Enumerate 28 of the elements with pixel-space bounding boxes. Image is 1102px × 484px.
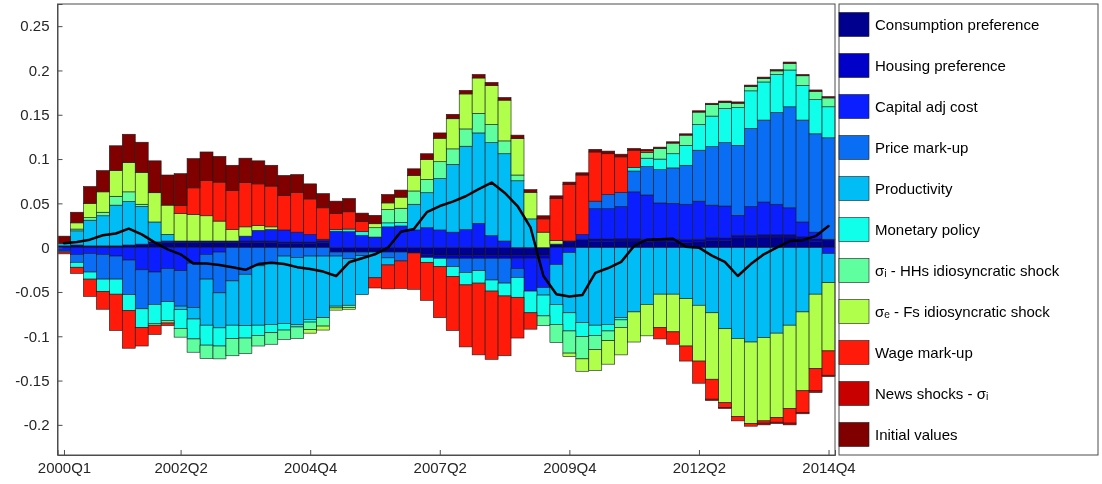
y-tick-label: 0 [41,238,50,256]
legend-label: Price mark-up [875,138,969,156]
y-tick-label: -0.1 [23,327,50,345]
legend-label: News shocks - σᵢ [875,384,989,402]
legend-label: σᵢ - HHs idiosyncratic shock [875,261,1060,279]
legend-label: Wage mark-up [875,343,973,361]
x-tick-label: 2009Q4 [543,458,597,476]
y-tick-label: 0.05 [20,194,50,212]
legend-label: Capital adj cost [875,97,979,115]
y-tick-label: 0.15 [20,106,50,124]
x-tick-label: 2012Q2 [672,458,727,476]
x-tick-label: 2007Q2 [413,458,467,476]
legend-label: Monetary policy [875,220,981,238]
y-tick-label: -0.15 [15,371,50,389]
y-tick-label: -0.05 [15,283,50,301]
legend-label: Productivity [875,179,954,197]
y-tick-label: -0.2 [23,416,50,434]
x-tick-label: 2002Q2 [154,458,208,476]
legend-label: Initial values [875,425,958,443]
y-tick-label: 0.1 [28,150,50,168]
x-tick-label: 2000Q1 [37,458,92,476]
y-tick-label: 0.25 [20,17,50,35]
x-tick-label: 2014Q4 [802,458,856,476]
legend-label: σₑ - Fs idiosyncratic shock [875,302,1051,320]
y-tick-label: 0.2 [28,61,50,79]
x-tick-label: 2004Q4 [283,458,338,476]
legend-label: Housing preference [875,56,1006,74]
legend-label: Consumption preference [875,15,1040,33]
